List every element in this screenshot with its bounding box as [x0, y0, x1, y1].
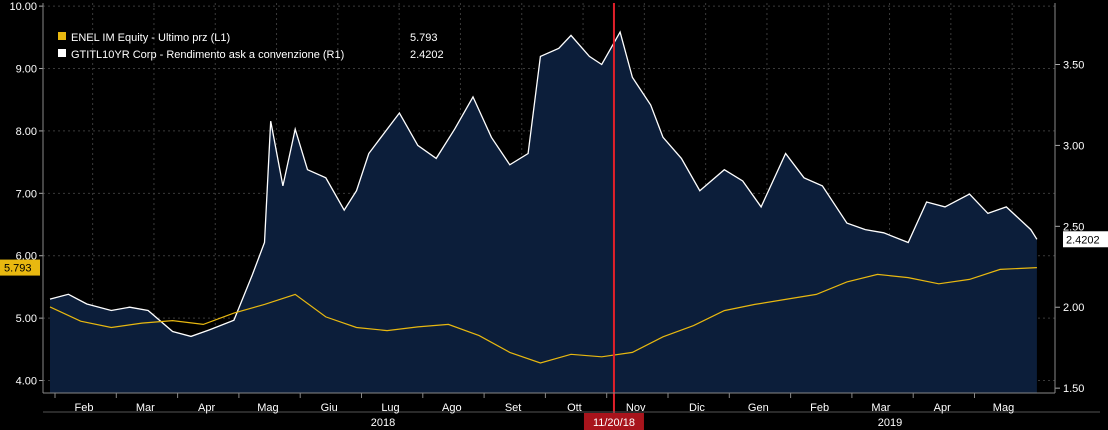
right-tick-label: 2.50	[1063, 221, 1084, 233]
right-tick-label: 2.00	[1063, 302, 1084, 314]
series-line-enel	[49, 267, 1037, 364]
enel-last-value-tag	[0, 259, 40, 276]
date-marker: 11/20/18	[583, 3, 644, 430]
btp-area-fill	[50, 32, 1037, 393]
enel-last-value-text: 5.793	[4, 263, 32, 275]
x-month-label: Mar	[136, 402, 155, 414]
x-month-label: Mar	[871, 402, 890, 414]
right-tick-label: 3.50	[1063, 59, 1084, 71]
x-month-label: Dic	[689, 402, 705, 414]
x-month-label: Gen	[748, 402, 769, 414]
btp-last-value-tag	[1063, 231, 1108, 248]
legend-swatch-btp	[58, 49, 66, 57]
btp-area	[50, 32, 1037, 393]
legend-value-enel: 5.793	[410, 32, 438, 44]
legend-value-btp: 2.4202	[410, 49, 444, 61]
left-tick-label: 7.00	[16, 188, 37, 200]
x-month-label: Giu	[321, 402, 338, 414]
legend-label-btp: GTITL10YR Corp - Rendimento ask a conven…	[71, 49, 344, 61]
x-month-label: Set	[505, 402, 522, 414]
series-line-btp	[49, 30, 1038, 338]
x-month-label: Nov	[626, 402, 646, 414]
right-tick-label: 3.00	[1063, 140, 1084, 152]
x-month-label: Ott	[567, 402, 582, 414]
series-lines	[49, 30, 1038, 364]
legend: ENEL IM Equity - Ultimo prz (L1) 5.793 G…	[58, 32, 444, 61]
x-month-label: Ago	[442, 402, 462, 414]
x-month-label: Mag	[993, 402, 1014, 414]
legend-swatch-enel	[58, 32, 66, 40]
x-year-label: 2019	[878, 417, 902, 429]
marker-label: 11/20/18	[593, 417, 635, 429]
btp-last-value-text: 2.4202	[1066, 234, 1100, 246]
right-tick-label: 1.50	[1063, 383, 1084, 395]
x-month-label: Feb	[75, 402, 94, 414]
legend-label-enel: ENEL IM Equity - Ultimo prz (L1)	[71, 32, 230, 44]
left-tick-label: 9.00	[16, 64, 37, 76]
left-tick-label: 10.00	[9, 1, 37, 13]
x-month-label: Feb	[810, 402, 829, 414]
x-month-label: Apr	[934, 402, 951, 414]
x-month-label: Lug	[381, 402, 399, 414]
left-tick-label: 4.00	[16, 376, 37, 388]
left-tick-label: 5.00	[16, 313, 37, 325]
x-year-label: 2018	[371, 417, 395, 429]
x-month-label: Apr	[198, 402, 215, 414]
left-tick-label: 8.00	[16, 126, 37, 138]
marker-label-bg	[583, 413, 644, 430]
x-month-label: Mag	[257, 402, 278, 414]
